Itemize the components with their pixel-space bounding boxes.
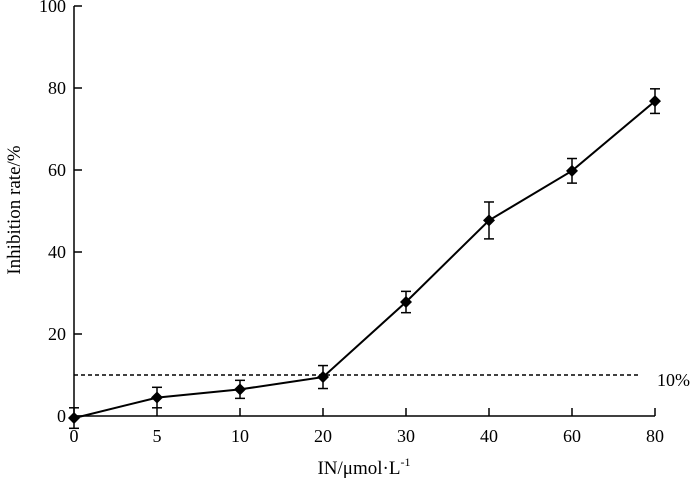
x-axis-label-main: IN/μmol·L — [317, 458, 400, 479]
data-point — [234, 383, 246, 396]
reference-line-group: 10% — [74, 370, 690, 390]
axes — [73, 6, 655, 417]
y-tick-label: 40 — [48, 242, 66, 262]
data-point — [151, 391, 163, 404]
data-point — [317, 371, 329, 384]
x-tick-label: 0 — [70, 426, 79, 446]
series-line — [73, 100, 656, 420]
x-tick-label: 20 — [314, 426, 332, 446]
y-tick-label: 20 — [48, 324, 66, 344]
x-axis-label-superscript: -1 — [401, 455, 411, 469]
y-tick-label: 60 — [48, 160, 66, 180]
data-point — [566, 164, 578, 177]
x-axis-label: IN/μmol·L-1 — [317, 455, 410, 479]
x-tick-label: 10 — [231, 426, 249, 446]
data-point — [483, 214, 495, 227]
data-point — [649, 95, 661, 108]
y-tick-label: 0 — [57, 406, 66, 426]
data-point — [400, 296, 412, 309]
y-tick-label: 100 — [39, 0, 66, 16]
x-tick-label: 40 — [480, 426, 498, 446]
x-tick-label: 80 — [646, 426, 664, 446]
x-ticks: 0 5 10 20 30 40 60 80 — [70, 408, 664, 446]
series-group — [68, 88, 661, 430]
y-axis-label: Inhibition rate/% — [4, 145, 25, 274]
x-tick-label: 5 — [153, 426, 162, 446]
y-ticks: 0 20 40 60 80 100 — [39, 0, 82, 426]
x-tick-label: 60 — [563, 426, 581, 446]
x-tick-label: 30 — [397, 426, 415, 446]
data-point — [68, 412, 80, 425]
y-tick-label: 80 — [48, 78, 66, 98]
reference-line-label: 10% — [657, 370, 690, 390]
